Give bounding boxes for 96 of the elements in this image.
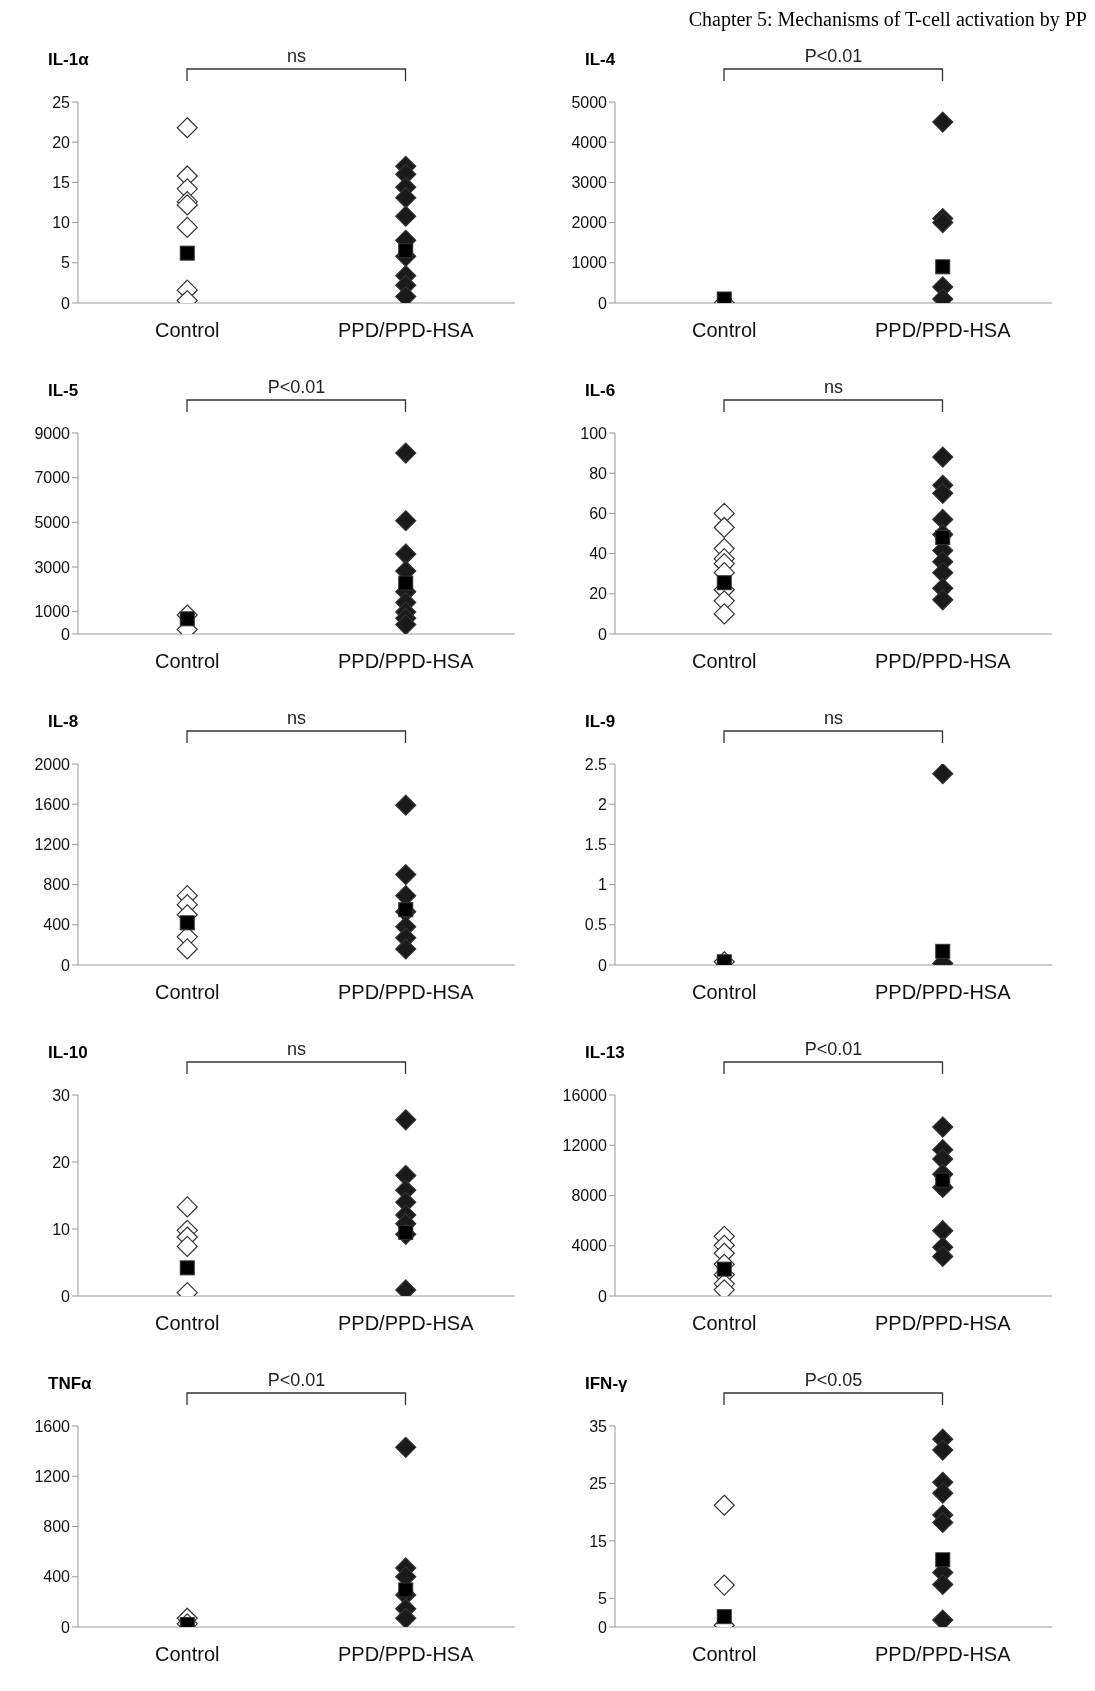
y-tick-label: 0 [598,1287,608,1305]
y-tick-label: 20 [52,1153,71,1171]
y-tick-label: 800 [43,876,71,894]
y-tick-label: 2000 [34,755,71,773]
text: Chapter 5: Mechanisms of T-cell activation by PP [688,8,1087,30]
y-tick-label: 0 [598,294,608,312]
chart-title: IL-9 [585,712,616,732]
y-tick-label: 0 [61,294,71,312]
text: ns [286,1039,307,1060]
y-tick-label: 16000 [562,1086,608,1104]
y-tick-label: 10 [52,1220,71,1238]
y-tick-label: 10 [52,214,71,232]
y-tick-label: 0 [61,1287,71,1305]
y-tick-label: 25 [589,1475,608,1493]
y-tick-label: 9000 [34,424,71,442]
y-tick-label: 15 [52,174,71,192]
y-tick-label: 8000 [571,1187,608,1205]
y-tick-label: 0 [598,625,608,643]
y-tick-label: 2.5 [584,755,608,773]
y-tick-label: 80 [589,464,608,482]
x-tick-label: Control [155,319,220,342]
y-tick-label: 1 [598,876,608,894]
chart-title: IL-1α [48,50,89,70]
y-tick-label: 0 [61,625,71,643]
y-tick-label: 20 [589,585,608,603]
y-tick-label: 30 [52,1086,71,1104]
y-tick-label: 20 [52,133,71,151]
y-tick-label: 5 [61,254,71,272]
y-tick-label: 5000 [34,514,71,532]
y-tick-label: 0 [61,956,71,974]
y-tick-label: 3000 [571,174,608,192]
y-tick-label: 1200 [34,1467,71,1485]
x-tick-label: Control [692,319,757,342]
y-tick-label: 7000 [34,469,71,487]
y-tick-label: 800 [43,1518,71,1536]
x-tick-label: Control [155,1643,220,1666]
y-tick-label: 400 [43,916,71,934]
x-tick-label: Control [155,650,220,673]
chart-title: IL-4 [585,50,616,70]
text: ns [286,708,307,729]
y-tick-label: 0.5 [584,916,608,934]
chart-title: TNFα [48,1374,92,1394]
y-tick-label: 0 [598,956,608,974]
chart-title: IL-10 [48,1043,88,1063]
y-tick-label: 0 [61,1618,71,1636]
chart-title: IL-8 [48,712,79,732]
x-tick-label: PPD/PPD-HSA [337,981,475,1004]
text: P<0.01 [803,1039,864,1060]
y-tick-label: 1000 [34,603,71,621]
y-tick-label: 4000 [571,133,608,151]
y-tick-label: 60 [589,505,608,523]
y-tick-label: 3000 [34,558,71,576]
y-tick-label: 4000 [571,1237,608,1255]
text: ns [823,708,844,729]
y-tick-label: 35 [589,1417,608,1435]
chart-title: IL-6 [585,381,616,401]
y-tick-label: 0 [598,1618,608,1636]
text: ns [823,377,844,398]
y-tick-label: 5 [598,1589,608,1607]
text: P<0.05 [803,1370,864,1391]
x-tick-label: PPD/PPD-HSA [337,1312,475,1335]
x-tick-label: PPD/PPD-HSA [874,319,1012,342]
y-tick-label: 1.5 [584,836,608,854]
x-tick-label: Control [692,1312,757,1335]
text: ns [286,46,307,67]
y-tick-label: 1600 [34,1417,71,1435]
x-tick-label: Control [692,981,757,1004]
x-tick-label: PPD/PPD-HSA [874,981,1012,1004]
y-tick-label: 1200 [34,836,71,854]
y-tick-label: 100 [580,424,608,442]
y-tick-label: 1600 [34,795,71,813]
y-tick-label: 25 [52,93,71,111]
text: P<0.01 [266,1370,327,1391]
x-tick-label: PPD/PPD-HSA [337,650,475,673]
y-tick-label: 2 [598,795,608,813]
text: P<0.01 [266,377,327,398]
y-tick-label: 2000 [571,214,608,232]
y-tick-label: 5000 [571,93,608,111]
y-tick-label: 1000 [571,254,608,272]
x-tick-label: PPD/PPD-HSA [874,650,1012,673]
x-tick-label: PPD/PPD-HSA [337,319,475,342]
y-tick-label: 40 [589,545,608,563]
text: P<0.01 [803,46,864,67]
x-tick-label: PPD/PPD-HSA [337,1643,475,1666]
chart-title: IFN-γ [585,1374,628,1394]
y-tick-label: 400 [43,1568,71,1586]
x-tick-label: Control [155,1312,220,1335]
x-tick-label: Control [692,650,757,673]
x-tick-label: Control [155,981,220,1004]
y-tick-label: 15 [589,1532,608,1550]
x-tick-label: PPD/PPD-HSA [874,1312,1012,1335]
x-tick-label: Control [692,1643,757,1666]
chart-title: IL-5 [48,381,79,401]
y-tick-label: 12000 [562,1136,608,1154]
chart-title: IL-13 [585,1043,625,1063]
x-tick-label: PPD/PPD-HSA [874,1643,1012,1666]
